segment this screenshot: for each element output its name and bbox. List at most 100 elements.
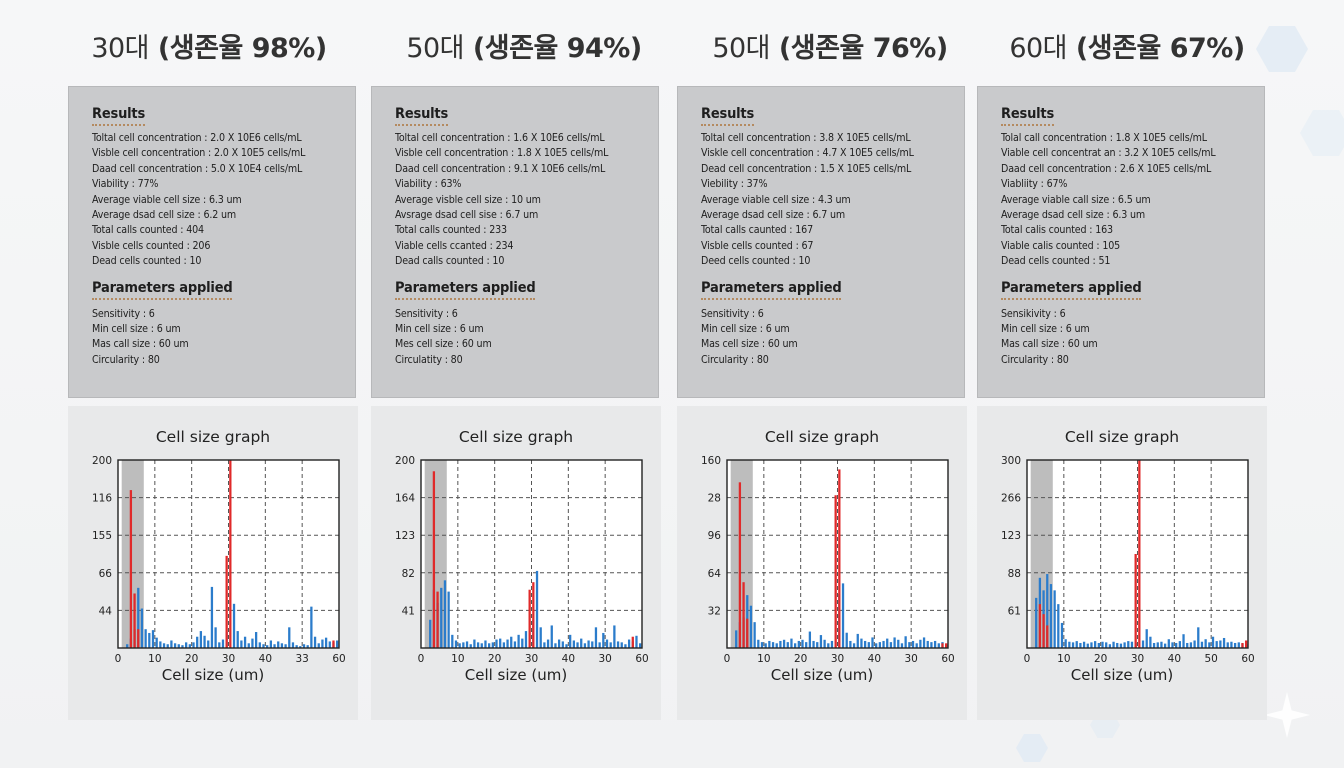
viable-cell-bar [429, 619, 432, 648]
result-line: Toltal cell concentration : 2.0 X 10E6 c… [92, 132, 302, 144]
dead-cell-bar [1046, 625, 1049, 648]
viable-cell-bar [580, 638, 583, 648]
viable-cell-bar [605, 639, 609, 648]
viable-cell-bar [849, 640, 852, 648]
viable-cell-bar [919, 639, 922, 648]
viable-cell-bar [251, 638, 254, 648]
viable-cell-bar [1156, 642, 1159, 648]
y-tick-label: 61 [1008, 605, 1021, 617]
viable-cell-bar [1167, 639, 1170, 648]
viable-cell-bar [1189, 642, 1193, 648]
viable-cell-bar [126, 644, 129, 648]
parameter-line: Circularity : 80 [1001, 353, 1069, 366]
viable-cell-bar [937, 643, 940, 648]
y-tick-label: 64 [708, 568, 722, 580]
viable-cell-bar [151, 630, 155, 648]
viable-cell-bar [1219, 640, 1222, 648]
dead-cell-bar [1038, 604, 1042, 648]
age-decade-label: 60대 [1009, 33, 1068, 64]
x-tick-label: 20 [488, 653, 501, 665]
viable-cell-bar [889, 642, 893, 648]
viable-cell-bar [624, 644, 627, 648]
parameters-heading: Parameters applied [1001, 280, 1142, 300]
viable-cell-bar [288, 627, 291, 648]
viable-cell-bar [1082, 641, 1086, 648]
graph-title: Cell size graph [764, 428, 880, 446]
viable-cell-bar [930, 642, 933, 648]
viable-cell-bar [173, 643, 177, 648]
results-list: Toltal cell concentration : 3.8 X 10E5 c… [701, 131, 964, 270]
result-line: Dead cells counted : 51 [1001, 255, 1111, 268]
y-tick-label: 200 [395, 455, 415, 467]
viable-cell-bar [1160, 641, 1163, 648]
result-line: Total calls caunted : 167 [701, 224, 813, 237]
viable-cell-bar [254, 632, 258, 648]
age-group-title: 30대 (생존율 98%) [64, 26, 354, 65]
viable-cell-bar [291, 642, 295, 648]
cell-size-chart: 0 10 20 30 40 30 60 160 28 96 64 32 [701, 455, 955, 665]
viable-cell-bar [1035, 597, 1038, 648]
viable-cell-bar [144, 629, 147, 648]
result-line: Average dsad cell size : 6.3 um [1001, 209, 1146, 222]
result-line: Viability : 63% [395, 178, 462, 191]
excluded-size-band [1030, 460, 1053, 648]
cell-size-graph-panel: Cell size graph 0 10 20 30 40 30 60 200 164 123 82… [371, 406, 661, 720]
result-line: Average visble cell size : 10 um [395, 193, 541, 206]
viable-cell-bar [166, 644, 169, 648]
parameter-line: Sensitivity : 6 [701, 307, 764, 320]
viable-cell-bar [454, 640, 458, 648]
result-line: Viable cells ccanted : 234 [395, 239, 514, 252]
y-tick-label: 96 [708, 530, 722, 542]
viable-cell-bar [1211, 636, 1215, 648]
x-tick-label: 30 [598, 653, 611, 665]
y-tick-label: 266 [1001, 493, 1021, 505]
graph-title: Cell size graph [155, 428, 271, 446]
viable-cell-bar [328, 641, 331, 648]
viable-cell-bar [805, 642, 808, 648]
viable-cell-bar [1222, 637, 1226, 648]
results-panel: Results Tolal call concentration : 1.8 X… [977, 86, 1265, 398]
viable-cell-bar [620, 642, 623, 648]
result-line: Average viable call size : 6.5 um [1001, 193, 1151, 206]
viable-cell-bar [779, 640, 782, 648]
viable-cell-bar [827, 643, 830, 648]
parameter-line: Min cell size : 6 um [395, 323, 484, 336]
viable-cell-bar [1079, 642, 1082, 648]
viable-cell-bar [247, 643, 250, 648]
viable-cell-bar [232, 603, 236, 648]
results-list: Tolal call concentration : 1.8 X 10E5 ce… [1001, 131, 1264, 270]
viable-cell-bar [897, 639, 900, 648]
viable-cell-bar [210, 586, 214, 648]
result-line: Deed cells counted : 10 [701, 255, 811, 268]
viable-cell-bar [587, 640, 590, 648]
result-line: Tolal call concentration : 1.8 X 10E5 ce… [1001, 132, 1207, 144]
viable-cell-bar [302, 644, 306, 648]
viable-cell-bar [159, 641, 162, 648]
viable-cell-bar [1197, 627, 1200, 648]
viable-cell-bar [1230, 641, 1233, 648]
result-line: Average viable cell size : 6.3 um [92, 193, 242, 206]
plot-frame [726, 459, 949, 649]
x-axis-label: Cell size (um) [770, 666, 874, 684]
dead-cell-bar [742, 582, 745, 648]
dead-cell-bar [838, 469, 841, 648]
viable-cell-bar [790, 638, 793, 648]
viable-cell-bar [484, 640, 487, 648]
viable-cell-bar [451, 634, 454, 648]
viable-cell-bar [184, 642, 188, 648]
dead-cell-bar [738, 482, 742, 648]
parameters-list: Sensikivity : 6 Min cell size : 6 um Mas… [1001, 307, 1264, 369]
viable-cell-bar [1086, 643, 1089, 648]
x-tick-label: 20 [185, 653, 198, 665]
parameter-line: Circulatity : 80 [395, 353, 463, 366]
result-line: Avsrage dsad cell sise : 6.7 um [395, 209, 539, 222]
x-tick-label: 40 [1168, 653, 1181, 665]
viable-cell-bar [517, 634, 520, 648]
dead-cell-bar [229, 460, 232, 648]
results-panel: Results Toltal cell concentration : 3.8 … [677, 86, 965, 398]
viable-cell-bar [317, 643, 320, 648]
graph-title: Cell size graph [1064, 428, 1180, 446]
plot-frame [1026, 459, 1249, 649]
dead-cell-bar [432, 471, 436, 648]
viable-cell-bar [510, 636, 513, 648]
